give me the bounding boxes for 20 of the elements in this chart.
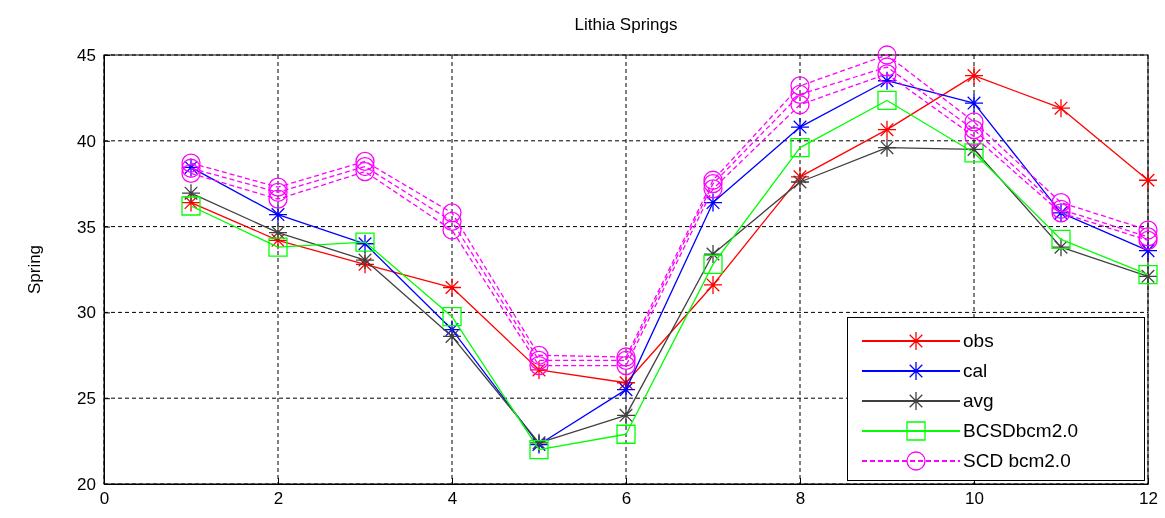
y-tick-label: 45: [77, 45, 96, 65]
x-tick-label: 0: [99, 489, 110, 509]
x-tick-label: 10: [965, 489, 984, 509]
legend-label: SCD bcm2.0: [963, 450, 1071, 472]
y-tick-label: 35: [77, 217, 96, 237]
x-tick-label: 8: [795, 489, 806, 509]
x-tick-label: 6: [621, 489, 632, 509]
y-axis-title: Spring: [25, 244, 44, 295]
legend-label: cal: [963, 360, 988, 382]
legend-label: BCSDbcm2.0: [963, 420, 1079, 442]
legend-label: obs: [963, 330, 994, 352]
y-tick-label: 20: [77, 474, 96, 494]
x-tick-label: 4: [447, 489, 458, 509]
y-tick-label: 30: [77, 303, 96, 323]
x-tick-label: 2: [273, 489, 284, 509]
legend-label: avg: [963, 390, 994, 412]
y-tick-label: 40: [77, 131, 96, 151]
x-tick-label: 12: [1139, 489, 1158, 509]
y-tick-label: 25: [77, 389, 96, 409]
chart-title: Lithia Springs: [574, 15, 678, 34]
